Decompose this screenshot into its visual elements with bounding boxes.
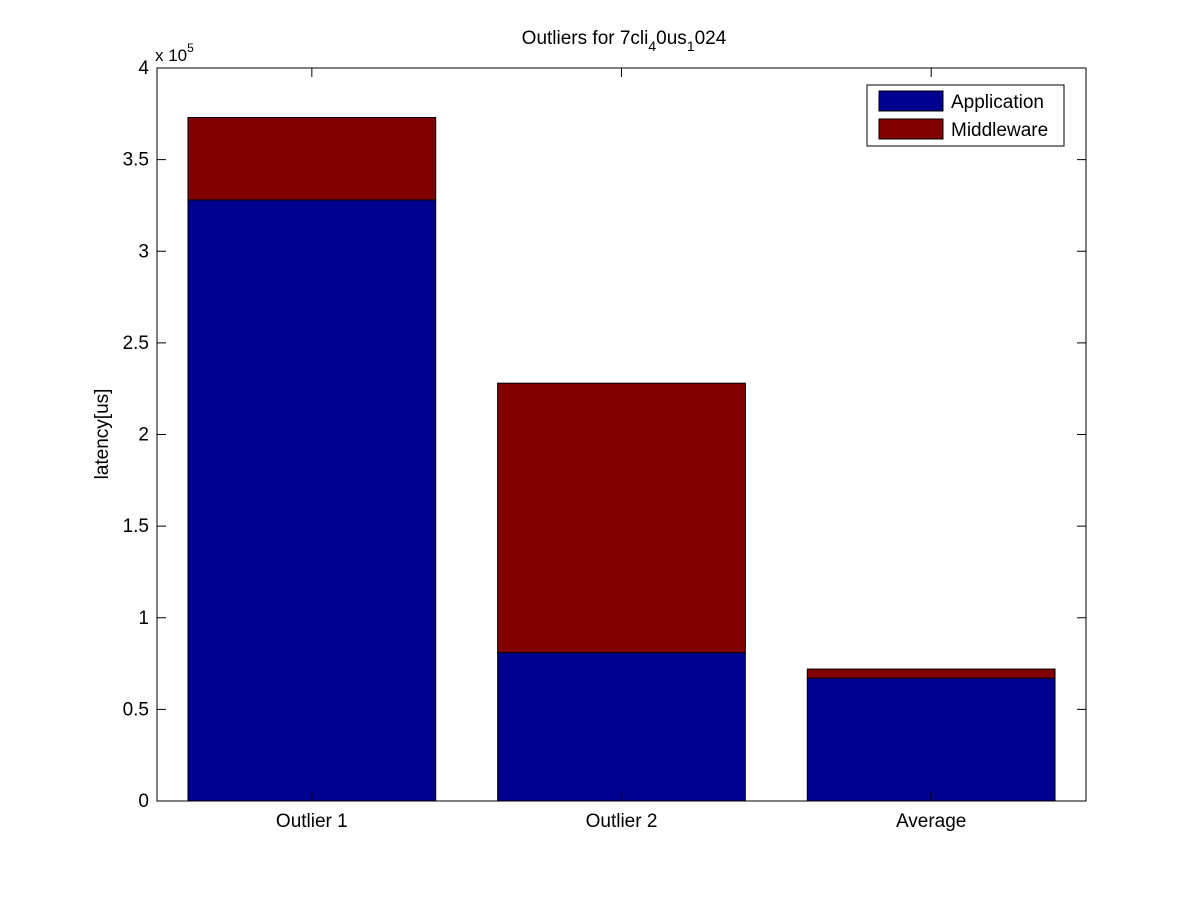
bar-application-3 — [806, 677, 1056, 802]
y-axis-label: latency[us] — [92, 389, 113, 480]
bar-middleware-2 — [497, 382, 746, 654]
bars-layer — [187, 116, 1056, 802]
bar-middleware-3 — [806, 668, 1056, 679]
y-axis-multiplier-prefix: x 10 — [155, 46, 187, 65]
y-tick-label: 2.5 — [123, 333, 149, 354]
legend: Application Middleware — [866, 84, 1065, 147]
bar-middleware-1 — [187, 116, 437, 201]
y-tick-label: 0 — [138, 791, 149, 812]
y-tick-label: 4 — [138, 58, 149, 79]
y-tick-label: 2 — [138, 425, 149, 446]
y-tick-label: 3.5 — [123, 150, 149, 171]
y-tick-label: 1.5 — [123, 516, 149, 537]
title-middle: 0us — [656, 28, 687, 49]
legend-swatch-application — [878, 90, 944, 112]
bar-application-2 — [497, 652, 746, 802]
bar-application-1 — [187, 199, 437, 802]
y-tick-label: 0.5 — [123, 699, 149, 720]
y-tick-label: 3 — [138, 241, 149, 262]
legend-label-middleware: Middleware — [951, 120, 1048, 141]
x-tick-label: Average — [896, 811, 966, 832]
title-tail: 024 — [695, 28, 727, 49]
chart-title: Outliers for 7cli40us1024 — [522, 28, 727, 54]
y-axis-multiplier: x 105 — [155, 41, 194, 65]
y-tick-label: 1 — [138, 608, 149, 629]
x-tick-label: Outlier 1 — [276, 811, 348, 832]
x-tick-label: Outlier 2 — [586, 811, 658, 832]
title-subscript-1: 4 — [648, 38, 656, 54]
y-axis-multiplier-exponent: 5 — [187, 41, 194, 55]
ticks-layer: 0 0.5 1 1.5 2 2.5 3 3.5 4 Outlier 1 Outlier 2 Avera… — [123, 58, 1086, 832]
legend-label-application: Application — [951, 92, 1044, 113]
title-subscript-2: 1 — [687, 38, 695, 54]
legend-swatch-middleware — [878, 118, 944, 140]
